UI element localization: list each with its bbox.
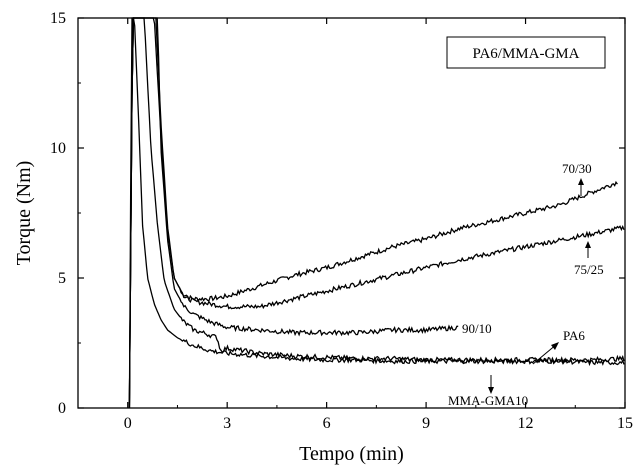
annotation-70-30: 70/30 xyxy=(562,161,592,176)
series-group xyxy=(128,17,625,409)
annotation-75-25: 75/25 xyxy=(574,262,604,277)
annotation-90-10: 90/10 xyxy=(462,321,492,336)
series-line-mma-gma10 xyxy=(128,17,625,409)
annotation-mma-gma10: MMA-GMA10 xyxy=(448,393,528,408)
ticks: 0 3 6 9 12 15 0 5 10 15 xyxy=(50,10,633,432)
y-tick-label: 0 xyxy=(58,400,66,417)
x-tick-label: 15 xyxy=(617,415,633,432)
y-axis-title: Torque (Nm) xyxy=(13,161,35,266)
x-tick-label: 9 xyxy=(422,415,430,432)
y-tick-label: 15 xyxy=(50,10,66,27)
series-line-70-30 xyxy=(128,17,618,409)
legend-box xyxy=(446,36,606,69)
y-tick-label: 5 xyxy=(58,270,66,287)
arrow-head-icon xyxy=(585,241,591,248)
legend: PA6/MMA-GMA xyxy=(446,36,606,69)
x-tick-label: 0 xyxy=(124,415,132,432)
annotations: 70/30 75/25 90/10 PA6 MMA-GMA10 xyxy=(448,161,604,408)
arrow-head-icon xyxy=(488,387,494,394)
annotation-pa6: PA6 xyxy=(563,328,585,343)
x-axis-title: Tempo (min) xyxy=(299,443,404,465)
series-line-90-10 xyxy=(128,17,459,409)
plot-frame xyxy=(77,17,626,409)
arrow-head-icon xyxy=(578,178,584,185)
arrow-head-icon xyxy=(551,342,559,350)
legend-text: PA6/MMA-GMA xyxy=(473,46,580,62)
series-line-75-25 xyxy=(128,17,625,409)
series-line-pa6 xyxy=(128,17,625,409)
x-tick-label: 3 xyxy=(223,415,231,432)
y-tick-label: 10 xyxy=(50,140,66,157)
x-tick-label: 12 xyxy=(518,415,534,432)
x-tick-label: 6 xyxy=(323,415,331,432)
